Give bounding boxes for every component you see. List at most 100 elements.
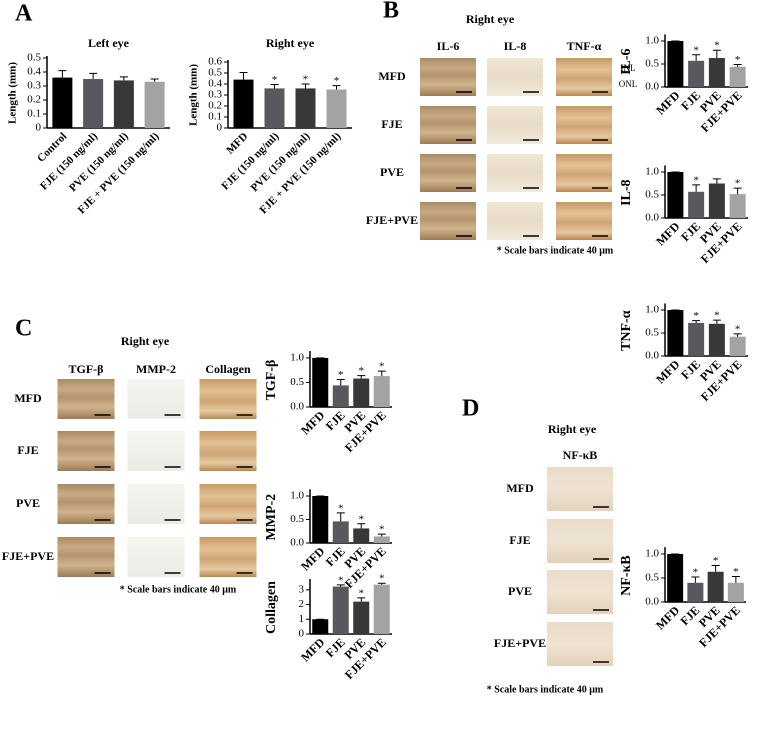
error-bar — [731, 576, 740, 583]
error-bar — [691, 576, 700, 583]
row-label: FJE+PVE — [2, 549, 54, 563]
layer-label: ONL — [619, 79, 638, 89]
stain-image — [547, 570, 613, 614]
error-bar — [357, 375, 366, 379]
y-tick-label: 2 — [299, 598, 305, 610]
y-tick-label: 1.0 — [290, 490, 304, 502]
grid-title: Right eye — [548, 422, 597, 436]
stain-image — [547, 467, 613, 511]
y-tick-label: 3 — [299, 583, 305, 595]
bar — [729, 194, 746, 218]
bar — [667, 41, 684, 87]
error-bar — [377, 533, 386, 537]
error-bar — [336, 379, 345, 386]
stain-image — [556, 106, 612, 144]
grid-title: Right eye — [121, 334, 170, 348]
y-tick-label: 0.2 — [27, 94, 41, 106]
y-tick-label: 0.1 — [27, 108, 41, 120]
column-label: MMP-2 — [136, 362, 176, 376]
significance-mark: * — [379, 361, 385, 373]
error-bar — [357, 523, 366, 529]
x-tick-label: FJE — [678, 357, 703, 382]
error-bar — [733, 333, 742, 337]
stain-image — [547, 622, 613, 666]
bar — [144, 81, 165, 128]
significance-mark: * — [735, 54, 741, 66]
y-tick-label: 0.5 — [645, 572, 659, 584]
error-bar — [712, 178, 721, 184]
stain-image — [556, 154, 612, 192]
stain-image — [420, 58, 476, 96]
error-bar — [377, 582, 386, 585]
chart-title: Left eye — [88, 36, 130, 50]
stain-image — [420, 154, 476, 192]
significance-mark: * — [379, 573, 385, 585]
y-tick-label: 0 — [217, 122, 223, 134]
stain-image — [127, 379, 185, 419]
bar — [295, 88, 316, 128]
scale-note: * Scale bars indicate 40 μm — [487, 684, 604, 695]
y-axis-label: Length (mm) — [7, 62, 19, 124]
bar — [708, 183, 725, 218]
column-label: IL-6 — [437, 39, 460, 53]
error-bar — [377, 370, 386, 377]
y-tick-label: 0.3 — [27, 80, 41, 92]
y-tick-label: 1.0 — [645, 548, 659, 560]
stain-image — [420, 202, 476, 240]
y-tick-label: 0.4 — [27, 66, 41, 78]
y-axis-label: TNF-α — [619, 310, 634, 351]
x-tick-label: FJE — [323, 635, 348, 660]
bar — [326, 89, 347, 128]
bar — [687, 582, 704, 602]
stain-image — [420, 106, 476, 144]
row-label: MFD — [378, 69, 406, 83]
x-tick-label: FJE — [323, 544, 348, 569]
y-tick-label: 0.0 — [645, 81, 659, 93]
stain-image — [199, 484, 257, 524]
significance-mark: * — [714, 40, 720, 52]
bar — [688, 322, 705, 356]
bar — [353, 378, 370, 407]
x-tick-label: MFD — [224, 130, 250, 156]
error-bar — [692, 320, 701, 323]
panel-label: B — [383, 0, 399, 24]
significance-mark: * — [338, 369, 344, 381]
error-bar — [301, 83, 310, 89]
stain-image — [556, 202, 612, 240]
stain-image — [199, 537, 257, 577]
y-tick-label: 1.0 — [290, 351, 304, 363]
error-bar — [270, 84, 279, 89]
bar — [729, 66, 746, 87]
bar — [667, 554, 684, 602]
error-bar — [58, 70, 67, 78]
row-label: MFD — [506, 481, 534, 495]
significance-mark: * — [338, 574, 344, 586]
significance-mark: * — [359, 513, 365, 525]
bar — [312, 357, 329, 407]
row-label: FJE — [509, 533, 530, 547]
row-label: FJE — [381, 117, 402, 131]
bar — [332, 385, 349, 407]
y-tick-label: 0.5 — [27, 52, 41, 64]
error-bar — [712, 319, 721, 324]
layer-label: INL — [621, 63, 636, 73]
stain-image — [127, 431, 185, 471]
bar — [373, 584, 390, 634]
y-tick-label: 1.0 — [645, 166, 659, 178]
bar — [727, 582, 744, 602]
error-bar — [692, 54, 701, 61]
y-tick-label: 0.0 — [645, 350, 659, 362]
stain-image — [556, 58, 612, 96]
y-axis-label: IL-8 — [619, 179, 634, 205]
bar — [729, 336, 746, 356]
y-axis-label: NF-κB — [619, 555, 634, 595]
y-tick-label: 1.0 — [645, 35, 659, 47]
error-bar — [357, 597, 366, 602]
bar — [688, 191, 705, 218]
grid-title: Right eye — [466, 12, 515, 26]
stain-image — [547, 519, 613, 563]
error-bar — [692, 184, 701, 192]
significance-mark: * — [693, 44, 699, 56]
significance-mark: * — [714, 310, 720, 322]
significance-mark: * — [733, 566, 739, 578]
